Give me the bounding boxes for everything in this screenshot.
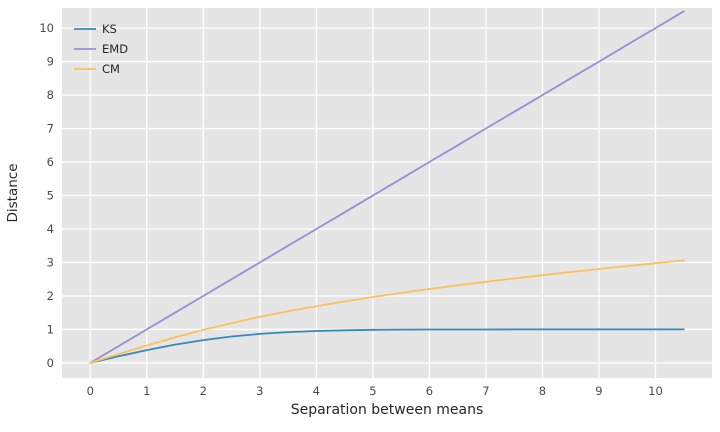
x-axis-label: Separation between means — [291, 402, 484, 418]
y-tick-label: 4 — [47, 222, 54, 236]
legend-label-cm: CM — [102, 62, 120, 76]
y-tick-label: 5 — [47, 189, 54, 203]
y-axis-label: Distance — [5, 163, 21, 222]
y-tick-label: 7 — [47, 122, 54, 136]
x-tick-label: 8 — [539, 384, 546, 398]
x-tick-label: 6 — [426, 384, 433, 398]
x-tick-label: 4 — [313, 384, 320, 398]
x-tick-label: 9 — [595, 384, 602, 398]
x-tick-label: 0 — [87, 384, 94, 398]
x-tick-label: 10 — [648, 384, 663, 398]
y-tick-label: 9 — [47, 55, 54, 69]
x-tick-label: 7 — [482, 384, 489, 398]
y-tick-label: 3 — [47, 255, 54, 269]
x-tick-label: 3 — [256, 384, 263, 398]
x-tick-label: 5 — [369, 384, 376, 398]
y-tick-label: 2 — [47, 289, 54, 303]
legend-label-emd: EMD — [102, 42, 128, 56]
legend-label-ks: KS — [102, 22, 117, 36]
x-tick-label: 2 — [200, 384, 207, 398]
y-tick-label: 10 — [39, 21, 54, 35]
y-tick-label: 8 — [47, 88, 54, 102]
y-tick-label: 6 — [47, 155, 54, 169]
series-line-ks — [89, 328, 685, 364]
y-tick-label: 0 — [47, 356, 54, 370]
series-line-emd — [89, 10, 685, 364]
x-tick-label: 1 — [143, 384, 150, 398]
y-tick-label: 1 — [47, 322, 54, 336]
series-line-cm — [89, 259, 685, 364]
